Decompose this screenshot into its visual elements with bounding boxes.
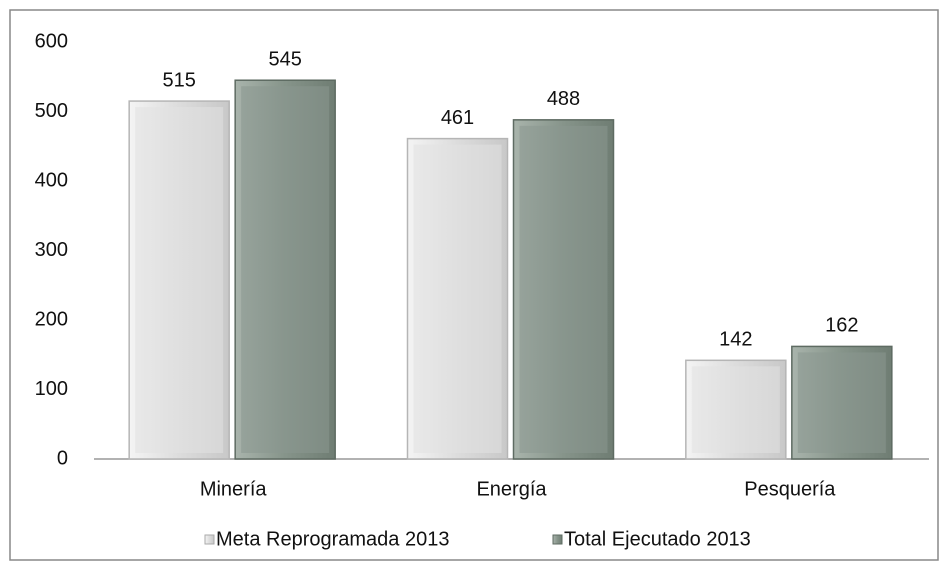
bar-bevel (519, 125, 608, 453)
data-label: 545 (268, 49, 301, 71)
y-tick-label: 300 (35, 239, 68, 261)
y-tick-label: 0 (57, 447, 68, 469)
bar-bevel (241, 86, 330, 453)
y-tick-label: 600 (35, 30, 68, 52)
x-tick-label: Pesquería (744, 478, 836, 500)
legend-label: Total Ejecutado 2013 (564, 528, 751, 550)
bar-bevel (413, 144, 502, 454)
legend-swatch (204, 534, 215, 545)
data-label: 162 (825, 315, 858, 337)
legend-swatch (552, 534, 563, 545)
y-tick-label: 100 (35, 378, 68, 400)
bar-bevel (135, 107, 224, 453)
data-label: 461 (441, 107, 474, 129)
data-label: 515 (162, 69, 195, 91)
y-tick-label: 400 (35, 169, 68, 191)
x-tick-label: Energía (476, 478, 547, 500)
y-tick-label: 200 (35, 308, 68, 330)
data-label: 488 (547, 88, 580, 110)
data-label: 142 (719, 329, 752, 351)
bar-bevel (797, 352, 886, 453)
y-tick-label: 500 (35, 100, 68, 122)
legend-label: Meta Reprogramada 2013 (216, 528, 449, 550)
bar-bevel (691, 366, 780, 453)
x-tick-label: Minería (200, 478, 268, 500)
